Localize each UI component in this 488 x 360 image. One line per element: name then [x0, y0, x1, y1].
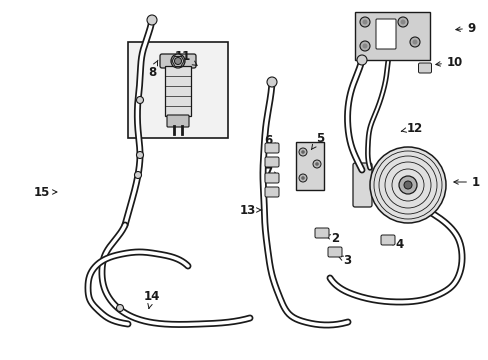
Circle shape [359, 41, 369, 51]
Circle shape [409, 37, 419, 47]
Text: 5: 5 [311, 131, 324, 149]
Circle shape [359, 17, 369, 27]
FancyBboxPatch shape [380, 235, 394, 245]
Circle shape [315, 162, 318, 166]
Circle shape [301, 176, 304, 180]
Text: 4: 4 [388, 238, 403, 251]
Circle shape [298, 148, 306, 156]
Bar [128, 42, 227, 138]
Text: 7: 7 [264, 166, 278, 179]
Text: 13: 13 [240, 203, 261, 216]
Text: 10: 10 [435, 55, 462, 68]
Circle shape [136, 152, 143, 158]
Circle shape [136, 96, 143, 104]
Text: 15: 15 [34, 185, 57, 198]
Circle shape [400, 19, 405, 24]
FancyBboxPatch shape [167, 115, 189, 127]
Circle shape [397, 17, 407, 27]
Circle shape [174, 58, 181, 64]
FancyBboxPatch shape [264, 157, 279, 167]
FancyBboxPatch shape [352, 163, 371, 207]
Text: 11: 11 [175, 49, 197, 66]
Text: 12: 12 [401, 122, 422, 135]
FancyBboxPatch shape [264, 187, 279, 197]
Circle shape [412, 40, 417, 45]
Circle shape [301, 150, 304, 154]
FancyBboxPatch shape [295, 142, 324, 190]
Circle shape [298, 174, 306, 182]
Text: 8: 8 [147, 60, 158, 78]
FancyBboxPatch shape [264, 173, 279, 183]
Circle shape [362, 19, 367, 24]
Text: 1: 1 [453, 175, 479, 189]
Circle shape [147, 15, 157, 25]
Circle shape [403, 181, 411, 189]
FancyBboxPatch shape [264, 143, 279, 153]
FancyBboxPatch shape [327, 247, 341, 257]
FancyBboxPatch shape [314, 228, 328, 238]
Text: 6: 6 [264, 134, 277, 148]
Circle shape [356, 55, 366, 65]
FancyBboxPatch shape [375, 19, 395, 49]
Circle shape [362, 44, 367, 49]
Bar [164, 66, 191, 116]
Circle shape [134, 171, 141, 179]
Circle shape [266, 77, 276, 87]
Circle shape [369, 147, 445, 223]
FancyBboxPatch shape [160, 54, 196, 68]
Text: 2: 2 [325, 231, 338, 244]
FancyBboxPatch shape [418, 63, 430, 73]
FancyBboxPatch shape [354, 12, 429, 60]
Text: 3: 3 [337, 253, 350, 266]
Circle shape [398, 176, 416, 194]
Text: 14: 14 [143, 289, 160, 309]
Circle shape [171, 54, 184, 68]
Circle shape [116, 305, 123, 311]
Text: 9: 9 [455, 22, 475, 35]
Circle shape [312, 160, 320, 168]
